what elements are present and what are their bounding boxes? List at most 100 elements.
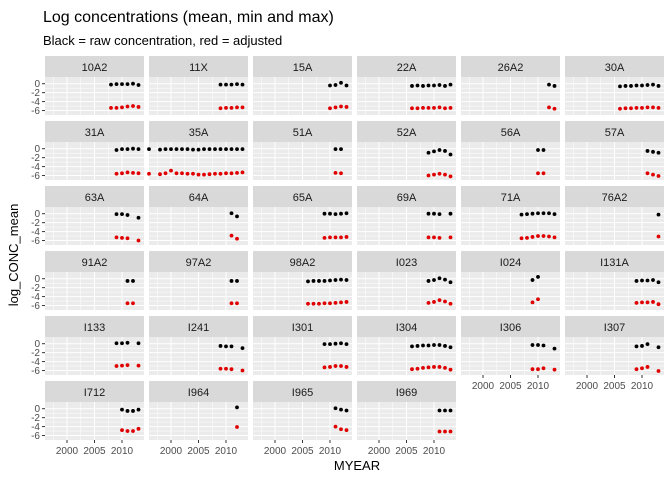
adjusted-point [426, 105, 431, 110]
facet-strip-label: 35A [189, 127, 209, 139]
adjusted-point [339, 235, 343, 240]
raw-point [240, 82, 245, 87]
adjusted-point [120, 363, 124, 368]
adjusted-point [120, 171, 124, 176]
y-tick-label: -6 [31, 366, 40, 377]
raw-point [437, 148, 442, 152]
adjusted-point [640, 366, 644, 371]
adjusted-point [437, 105, 442, 110]
raw-point [656, 345, 661, 350]
raw-point [333, 147, 338, 152]
raw-point [443, 277, 447, 282]
raw-point [202, 147, 206, 152]
raw-point [136, 215, 141, 220]
facet-strip-label: I304 [396, 322, 417, 334]
facet-strip-label: 76A2 [602, 192, 628, 204]
raw-point [180, 147, 184, 152]
raw-point [552, 346, 557, 351]
adjusted-point [218, 106, 223, 111]
facet-panel-i133: I133 0-2-4-6 [31, 316, 144, 377]
facet-strip [565, 251, 664, 272]
raw-point [426, 279, 431, 283]
adjusted-point [448, 301, 453, 306]
raw-point [525, 212, 529, 217]
facet-strip-label: 65A [293, 192, 313, 204]
facet-strip-label: 15A [293, 62, 313, 74]
x-tick-label: 2005 [395, 446, 418, 457]
x-tick-label: 2005 [291, 446, 314, 457]
facet-strip-label: 11X [189, 62, 208, 74]
facet-panel-30a: 30A [565, 56, 664, 115]
adjusted-point [530, 367, 535, 372]
facet-strip-label: I023 [396, 257, 417, 269]
adjusted-point [322, 235, 327, 240]
raw-point [224, 82, 228, 87]
y-tick-label: 0 [34, 404, 40, 415]
adjusted-point [120, 235, 124, 240]
x-axis-title: MYEAR [334, 458, 380, 473]
y-tick-label: 0 [34, 274, 40, 285]
adjusted-point [432, 105, 436, 110]
facet-panel-i969: I969 2000 2005 2010 [357, 381, 456, 457]
raw-point [339, 211, 343, 216]
adjusted-point [432, 235, 436, 240]
raw-point [421, 343, 425, 348]
raw-point [235, 147, 239, 152]
facet-strip [45, 121, 144, 142]
facet-panel-11x: 11X [149, 56, 248, 115]
raw-point [120, 407, 124, 412]
raw-point [640, 344, 644, 348]
adjusted-point [317, 301, 321, 306]
raw-point [645, 149, 650, 153]
y-tick-label: -4 [31, 357, 40, 368]
adjusted-point [136, 426, 141, 431]
adjusted-point [131, 170, 135, 175]
adjusted-point [339, 427, 343, 432]
raw-point [218, 82, 223, 87]
adjusted-point [437, 365, 442, 369]
facet-panel-10a2: 10A2 0-2-4-6 [31, 56, 144, 117]
raw-point [317, 279, 321, 283]
raw-point [651, 149, 655, 154]
adjusted-point [328, 365, 332, 369]
y-tick-label: -2 [31, 218, 40, 229]
x-tick-label: 2000 [576, 381, 599, 392]
facet-panel-65a: 65A [253, 186, 352, 245]
raw-point [651, 82, 655, 87]
raw-point [536, 148, 540, 152]
adjusted-point [437, 171, 442, 176]
adjusted-point [432, 365, 436, 369]
adjusted-point [645, 171, 650, 176]
adjusted-point [443, 299, 447, 304]
adjusted-point [443, 429, 447, 434]
adjusted-point [333, 170, 338, 175]
adjusted-point [196, 172, 201, 177]
raw-point [634, 279, 639, 283]
raw-point [432, 149, 436, 154]
raw-point [136, 341, 141, 346]
adjusted-point [656, 234, 661, 239]
raw-point [158, 147, 162, 152]
raw-point [114, 341, 119, 346]
facet-strip-label: 30A [605, 62, 625, 74]
y-axis-title: log_CONC_mean [6, 204, 21, 307]
raw-point [339, 407, 343, 412]
raw-point [131, 279, 135, 283]
facet-panel-56a: 56A [461, 121, 560, 180]
facet-panel-71a: 71A [461, 186, 560, 245]
raw-point [328, 342, 332, 347]
raw-point [125, 147, 130, 152]
adjusted-point [333, 235, 338, 240]
adjusted-point [623, 106, 628, 111]
raw-point [229, 82, 234, 87]
adjusted-point [432, 172, 436, 177]
x-tick-label: 2010 [527, 381, 550, 392]
adjusted-point [552, 235, 557, 240]
raw-point [125, 279, 130, 283]
facet-strip-label: I969 [396, 387, 417, 399]
adjusted-point [547, 234, 551, 239]
adjusted-point [120, 428, 124, 433]
y-tick-label: -2 [31, 283, 40, 294]
facet-strip [565, 186, 664, 207]
